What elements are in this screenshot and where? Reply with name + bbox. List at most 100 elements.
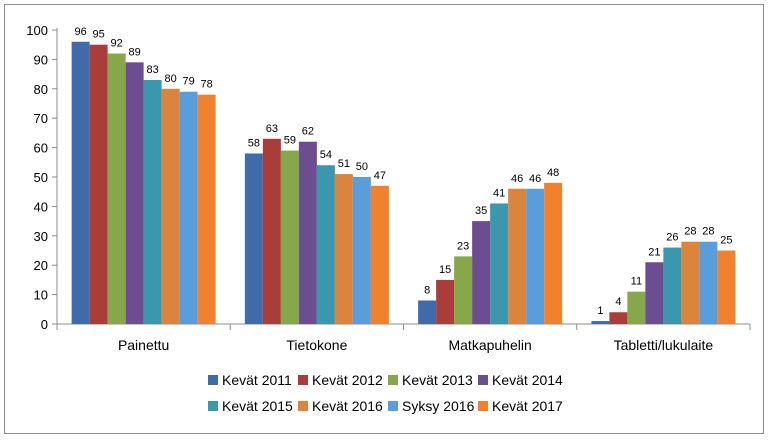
- x-category-label: Tietokone: [286, 337, 347, 353]
- y-tick-label: 70: [34, 111, 48, 126]
- data-label: 15: [439, 264, 451, 276]
- bar: [244, 153, 263, 324]
- data-label: 58: [248, 137, 260, 149]
- legend-swatch: [208, 375, 218, 385]
- data-label: 78: [201, 79, 213, 91]
- data-label: 41: [493, 187, 505, 199]
- data-label: 89: [129, 46, 141, 58]
- data-label: 80: [165, 73, 177, 85]
- x-category-label: Painettu: [118, 337, 169, 353]
- bar: [89, 44, 108, 324]
- legend-swatch: [298, 375, 308, 385]
- x-category-label: Tabletti/lukulaite: [614, 337, 714, 353]
- legend-swatch: [388, 375, 398, 385]
- data-label: 79: [183, 76, 195, 88]
- data-label: 46: [511, 173, 523, 185]
- bar: [490, 203, 509, 324]
- y-tick-label: 30: [34, 229, 48, 244]
- data-label: 50: [356, 161, 368, 173]
- data-label: 95: [93, 29, 105, 41]
- data-label: 8: [424, 284, 430, 296]
- legend-label: Kevät 2011: [222, 372, 292, 388]
- data-label: 46: [529, 173, 541, 185]
- bar: [454, 256, 473, 324]
- x-category-label: Matkapuhelin: [448, 337, 531, 353]
- bar: [627, 291, 646, 324]
- legend-swatch: [478, 375, 488, 385]
- data-label: 62: [302, 126, 314, 138]
- data-label: 35: [475, 205, 487, 217]
- legend-swatch: [478, 401, 488, 411]
- bar: [197, 94, 216, 325]
- data-label: 92: [111, 38, 123, 50]
- bar: [544, 182, 563, 324]
- bar: [334, 174, 353, 324]
- data-label: 1: [597, 305, 603, 317]
- bar: [125, 62, 144, 325]
- bar: [71, 41, 90, 324]
- bar: [699, 241, 718, 324]
- bar: [161, 88, 180, 324]
- data-label: 83: [147, 64, 159, 76]
- bar: [717, 250, 736, 324]
- data-label: 28: [684, 226, 696, 238]
- legend-label: Kevät 2016: [312, 398, 383, 414]
- data-label: 59: [284, 135, 296, 147]
- legend: Kevät 2011 Kevät 2012 Kevät 2013 Kevät 2014…: [208, 372, 563, 414]
- bar: [472, 221, 491, 324]
- legend-label: Kevät 2013: [402, 372, 473, 388]
- bar: [645, 262, 664, 324]
- legend-swatch: [388, 401, 398, 411]
- data-label: 28: [702, 226, 714, 238]
- legend-label: Kevät 2014: [492, 372, 563, 388]
- bar: [143, 79, 162, 324]
- bar: [316, 165, 335, 324]
- data-label: 51: [338, 158, 350, 170]
- data-label: 11: [631, 276, 642, 288]
- bar: [298, 141, 317, 324]
- y-axis: 0 10 20 30 40 50 60 70 80 90 100: [26, 23, 58, 332]
- bar: [370, 185, 389, 324]
- bar: [280, 150, 299, 324]
- legend-label: Kevät 2015: [222, 398, 293, 414]
- legend-label: Kevät 2012: [312, 372, 383, 388]
- data-label: 23: [457, 240, 469, 252]
- legend-swatch: [298, 401, 308, 411]
- bar: [663, 247, 682, 324]
- y-tick-label: 100: [26, 23, 48, 38]
- legend-label: Syksy 2016: [402, 398, 475, 414]
- y-tick-label: 60: [34, 141, 48, 156]
- data-label: 26: [666, 232, 678, 244]
- bar: [508, 188, 527, 324]
- y-tick-label: 50: [34, 170, 48, 185]
- bar: [352, 177, 371, 324]
- x-axis: Painettu Tietokone Matkapuhelin Tabletti/lu…: [56, 323, 751, 353]
- legend-swatch: [208, 401, 218, 411]
- bar: [681, 241, 700, 324]
- data-label: 21: [648, 246, 660, 258]
- data-labels: 96 95 92 89 83 80 79 78 58 63 59 62 54 51 50 47 8 15 23 35 4…: [75, 26, 733, 317]
- y-tick-label: 0: [41, 317, 48, 332]
- bar: [526, 188, 545, 324]
- bar: [436, 279, 455, 324]
- data-label: 48: [547, 167, 559, 179]
- data-label: 63: [266, 123, 278, 135]
- data-label: 47: [374, 170, 386, 182]
- y-tick-label: 20: [34, 258, 48, 273]
- bar: [262, 138, 281, 324]
- data-label: 4: [615, 296, 621, 308]
- legend-label: Kevät 2017: [492, 398, 563, 414]
- data-label: 96: [75, 26, 87, 38]
- data-label: 25: [720, 235, 732, 247]
- bar: [179, 91, 198, 325]
- bar: [609, 312, 628, 324]
- y-tick-label: 40: [34, 199, 48, 214]
- bar: [107, 53, 126, 325]
- y-tick-label: 80: [34, 82, 48, 97]
- y-tick-label: 90: [34, 52, 48, 67]
- y-tick-label: 10: [34, 288, 48, 303]
- bar: [591, 321, 610, 324]
- bar: [418, 300, 437, 324]
- bars: [71, 41, 736, 325]
